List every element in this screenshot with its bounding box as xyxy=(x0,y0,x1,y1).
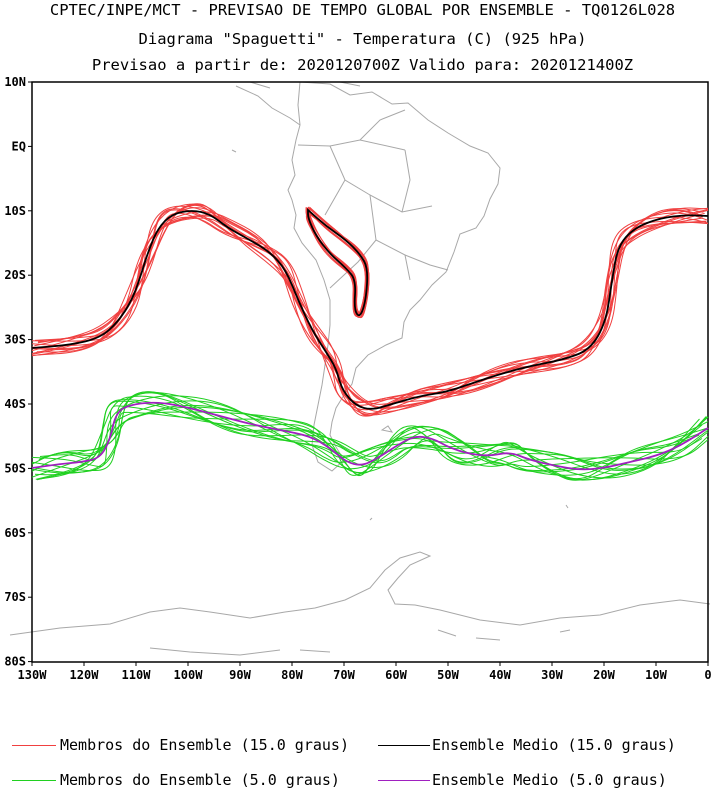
legend-label-members-5: Membros do Ensemble (5.0 graus) xyxy=(60,771,340,789)
lat-label: 80S xyxy=(4,655,26,669)
title-line-3: Previsao a partir de: 2020120700Z Valido… xyxy=(91,56,634,74)
member-line-5 xyxy=(40,395,700,480)
legend-label-mean-15: Ensemble Medio (15.0 graus) xyxy=(432,736,676,754)
ensemble-mean-15 xyxy=(31,207,709,410)
member-line-5 xyxy=(31,391,709,474)
lat-label: EQ xyxy=(12,139,26,153)
lon-label: 90W xyxy=(229,668,251,682)
legend-label-mean-5: Ensemble Medio (5.0 graus) xyxy=(432,771,667,789)
title-line-2: Diagrama "Spaguetti" - Temperatura (C) (… xyxy=(138,30,587,48)
member-line-5 xyxy=(31,411,707,476)
coastlines xyxy=(9,81,711,656)
legend-swatch-members-5 xyxy=(12,780,56,781)
lat-label: 10N xyxy=(4,75,26,89)
longitude-labels: 130W 120W 110W 100W 90W 80W 70W 60W 50W 40W 30W 20W… xyxy=(18,662,712,682)
lon-label: 70W xyxy=(333,668,355,682)
member-line-5 xyxy=(31,395,709,470)
member-line-5 xyxy=(31,411,709,480)
lon-label: 30W xyxy=(541,668,563,682)
lon-label: 20W xyxy=(593,668,615,682)
title-line-1: CPTEC/INPE/MCT - PREVISAO DE TEMPO GLOBA… xyxy=(49,1,676,19)
lat-label: 40S xyxy=(4,397,26,411)
member-line-15 xyxy=(31,208,703,417)
lon-label: 60W xyxy=(385,668,407,682)
lon-label: 80W xyxy=(281,668,303,682)
member-line-15 xyxy=(31,214,707,403)
member-line-5 xyxy=(38,406,700,477)
lon-label: 40W xyxy=(489,668,511,682)
lon-label: 110W xyxy=(122,668,152,682)
map-frame xyxy=(31,81,709,663)
lat-label: 20S xyxy=(4,268,26,282)
lon-label: 0 xyxy=(704,668,711,682)
lat-label: 10S xyxy=(4,204,26,218)
lon-label: 130W xyxy=(18,668,48,682)
lon-label: 120W xyxy=(70,668,100,682)
lat-label: 70S xyxy=(4,590,26,604)
lon-label: 100W xyxy=(174,668,204,682)
member-line-15 xyxy=(31,203,709,416)
lat-label: 50S xyxy=(4,461,26,475)
lon-label: 50W xyxy=(437,668,459,682)
member-line-15 xyxy=(31,217,709,406)
latitude-labels: 10N EQ 10S 20S 30S 40S 50S 60S 70S 80S xyxy=(4,75,32,669)
lat-label: 60S xyxy=(4,526,26,540)
legend-label-members-15: Membros do Ensemble (15.0 graus) xyxy=(60,736,349,754)
legend-swatch-mean-15 xyxy=(378,745,430,746)
ensemble-mean-5 xyxy=(31,401,709,471)
lat-label: 30S xyxy=(4,333,26,347)
member-line-5 xyxy=(31,405,709,481)
legend-swatch-members-15 xyxy=(12,745,56,746)
legend-swatch-mean-5 xyxy=(378,780,430,781)
lon-label: 10W xyxy=(645,668,667,682)
